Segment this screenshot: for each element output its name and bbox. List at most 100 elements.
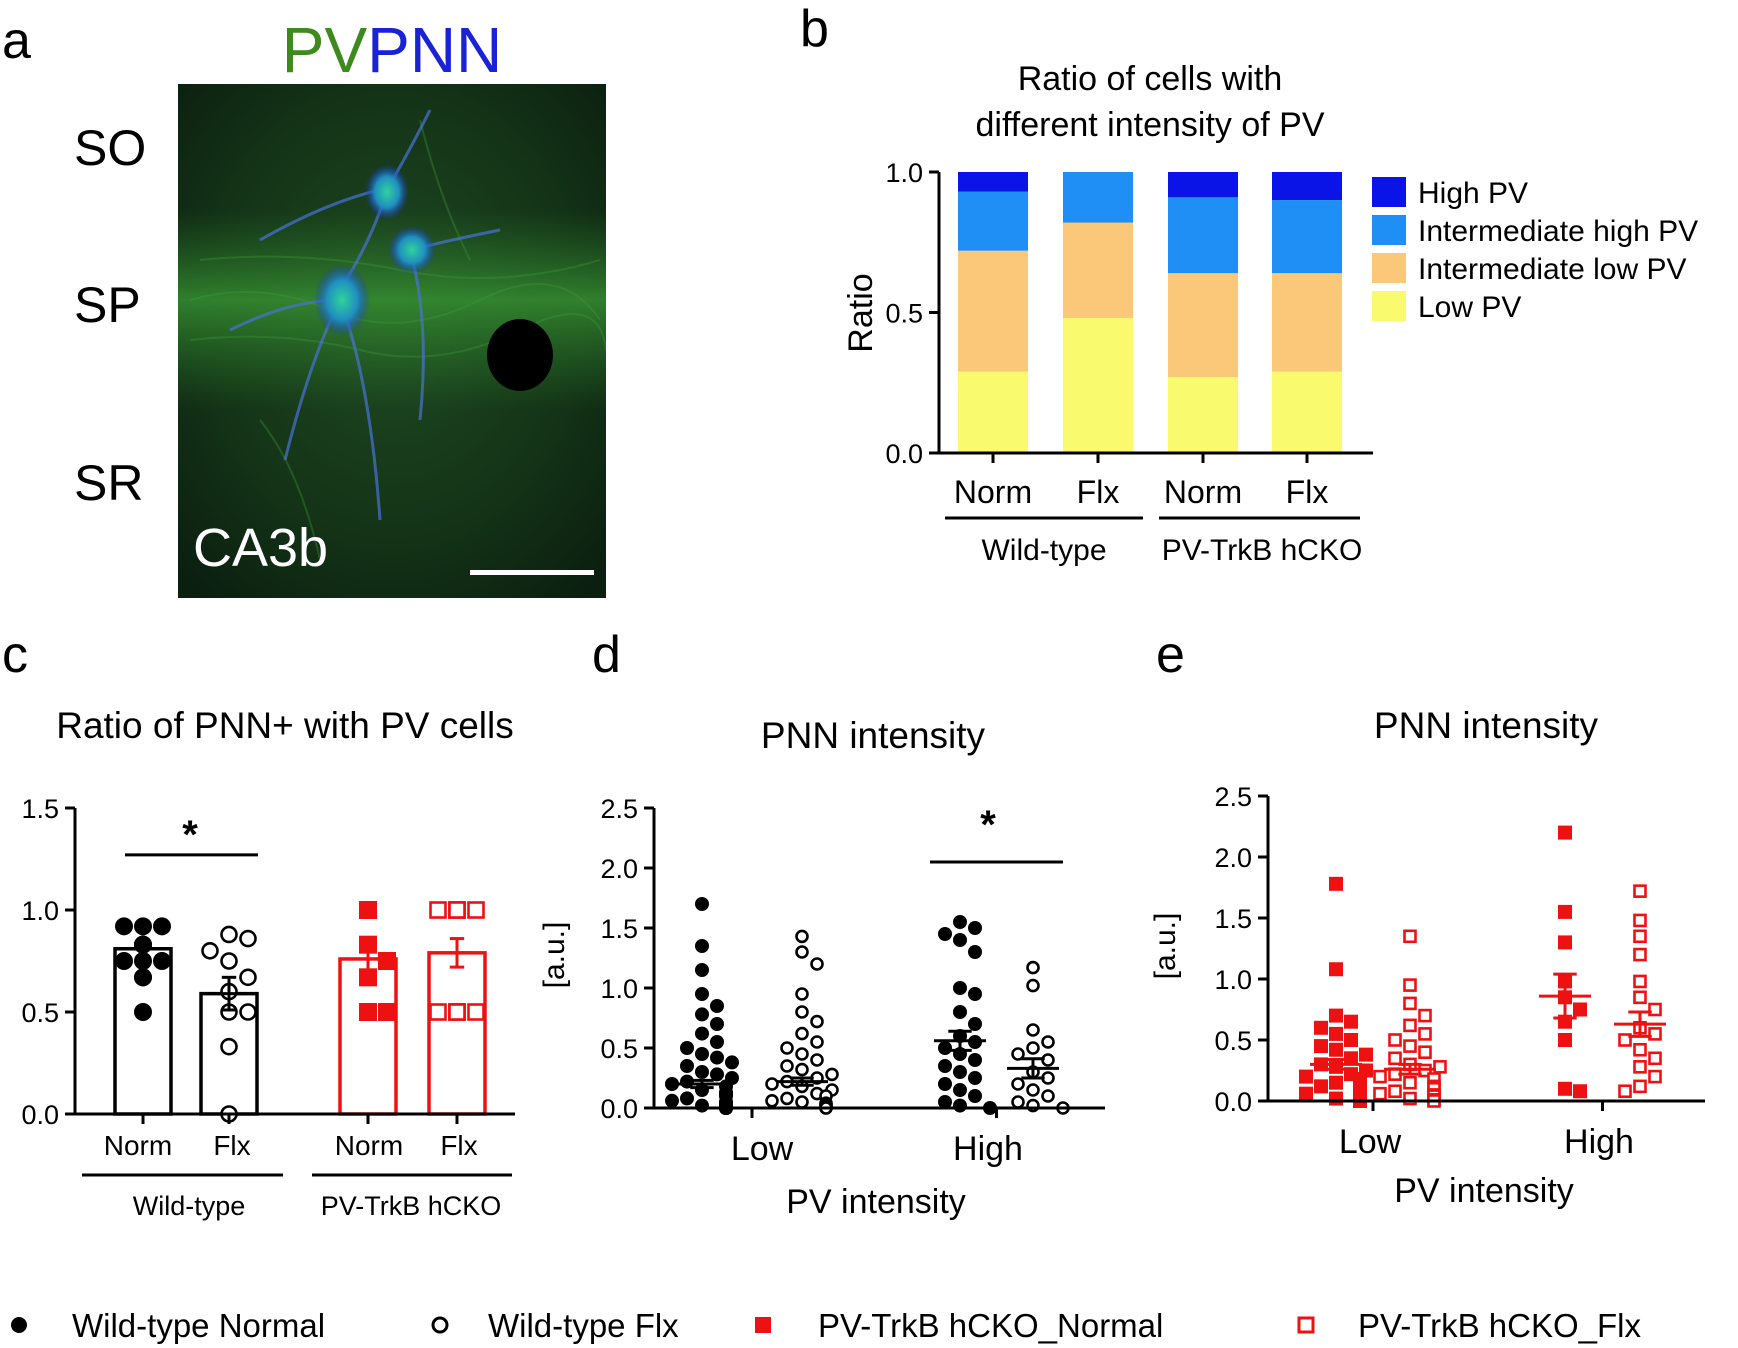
chart-e-plot-point-3-4: [1633, 974, 1647, 989]
chart-d-cat-high: High: [953, 1130, 1023, 1168]
chart-d-plot-point-3-9: [1011, 1077, 1025, 1091]
chart-d-plot-point-2-2: [938, 927, 952, 941]
chart-d-plot-point-1-23: [795, 1095, 809, 1109]
chart-e-plot-point-3-10: [1633, 1042, 1647, 1057]
chart-e-plot-point-0-6: [1344, 1033, 1358, 1047]
chart-e-plot-point-0-5: [1329, 1026, 1343, 1041]
chart-e-plot-point-0-9: [1359, 1047, 1373, 1062]
chart-d-plot-point-0-24: [680, 1091, 694, 1106]
layer-label-sr: SR: [74, 455, 143, 511]
chart-d-plot-point-0-13: [680, 1059, 694, 1073]
chart-d-plot-point-0-10: [695, 1047, 709, 1061]
chart-d-plot-point-2-16: [968, 1071, 982, 1085]
chart-e-plot-point-2-8: [1558, 1081, 1572, 1096]
legend-marker-wt-normal: [11, 1317, 27, 1333]
chart-d-plot-point-0-0: [695, 897, 709, 911]
chart-d-ylabel: [a.u.]: [538, 922, 571, 989]
chart-c-group-wt: Wild-type: [133, 1191, 246, 1221]
chart-e-plot-point-3-0: [1633, 884, 1647, 898]
legend-marker-wt-flx: [431, 1316, 449, 1334]
layer-label-sp: SP: [74, 277, 141, 333]
chart-d-plot-point-0-11: [710, 1050, 724, 1065]
title-pv: PV: [282, 14, 368, 86]
chart-c-point-2-0: [359, 901, 377, 919]
chart-d-plot-ytick-label: 1.5: [600, 914, 638, 944]
chart-e-plot-point-1-8: [1418, 1045, 1432, 1059]
chart-c-point-1-0: [220, 925, 238, 944]
panel-a: a PVPNN SO SP SR: [2, 12, 606, 598]
chart-b-bar-intermediate-low-pv-3: [1272, 273, 1342, 372]
chart-e-plot-point-3-5: [1633, 990, 1647, 1005]
chart-c-point-1-7: [239, 1003, 257, 1021]
chart-d-plot-point-2-15: [953, 1065, 967, 1079]
chart-d-plot-point-3-2: [1026, 1023, 1040, 1037]
legend-label-int-low: Intermediate low PV: [1418, 253, 1686, 286]
chart-d-plot-point-3-3: [1041, 1035, 1055, 1049]
chart-d-plot-point-2-18: [953, 1083, 967, 1097]
chart-d-plot-point-2-11: [938, 1041, 952, 1055]
chart-b-cat-2: Norm: [1164, 474, 1242, 510]
chart-e-plot-point-1-5: [1418, 1027, 1432, 1041]
chart-e-plot-point-1-16: [1403, 1075, 1417, 1090]
chart-d-plot-ytick-label: 0.0: [600, 1094, 638, 1124]
chart-d-plot-point-3-1: [1026, 978, 1040, 993]
chart-d-plot-point-1-8: [780, 1041, 794, 1055]
chart-e-plot-point-1-14: [1373, 1069, 1387, 1084]
chart-d-plot-point-0-15: [710, 1067, 724, 1082]
chart-c-bar-3: [427, 951, 487, 1116]
legend-bottom-wt-flx: Wild-type Flx: [488, 1307, 679, 1344]
chart-c-point-3-4: [448, 901, 466, 919]
chart-b-bar-intermediate-high-pv-1: [1063, 172, 1133, 223]
chart-e-plot-point-3-8: [1648, 1027, 1662, 1041]
chart-d-plot-point-0-9: [680, 1041, 694, 1055]
chart-e-plot-point-1-6: [1388, 1033, 1402, 1047]
region-label: CA3b: [193, 518, 328, 578]
legend-bottom-cko-flx: PV-TrkB hCKO_Flx: [1358, 1307, 1641, 1344]
chart-b-bar-low-pv-1: [1063, 318, 1133, 453]
chart-e-plot-ytick-label: 2.5: [1214, 782, 1252, 812]
chart-c-point-3-6: [467, 1003, 485, 1021]
chart-e-cat-high: High: [1564, 1123, 1634, 1161]
chart-e-plot-point-0-2: [1329, 1008, 1343, 1023]
chart-d-plot-point-1-3: [795, 987, 809, 1001]
chart-d-plot-point-1-11: [780, 1059, 794, 1073]
chart-e-plot-point-3-9: [1618, 1033, 1632, 1047]
chart-b-title-line2: different intensity of PV: [975, 106, 1324, 144]
chart-e-plot-point-0-15: [1299, 1069, 1313, 1084]
chart-b-ylabel: Ratio: [842, 273, 880, 352]
chart-e-plot-point-0-25: [1329, 1091, 1343, 1106]
chart-e-plot-ytick-label: 1.5: [1214, 904, 1252, 934]
legend-marker-cko-flx: [1297, 1316, 1315, 1334]
chart-d-plot-ytick-label: 1.0: [600, 974, 638, 1004]
chart-c-point-2-2: [378, 952, 396, 970]
legend-label-high: High PV: [1418, 177, 1528, 210]
chart-e-plot-point-0-17: [1329, 1075, 1343, 1090]
title-pv-pnn: PVPNN: [282, 14, 503, 86]
chart-d-plot-point-1-7: [810, 1035, 824, 1049]
chart-c-point-2-4: [359, 1003, 377, 1021]
chart-e-plot-point-2-0: [1558, 825, 1572, 840]
chart-c-point-1-4: [239, 968, 257, 987]
legend-label-int-high: Intermediate high PV: [1418, 215, 1698, 248]
chart-c-point-0-11: [134, 968, 152, 987]
chart-c-cat-0: Norm: [104, 1130, 172, 1161]
chart-c-point-0-8: [115, 952, 133, 970]
chart-c-cat-2: Norm: [335, 1130, 403, 1161]
chart-d-plot-point-0-7: [695, 1026, 709, 1041]
chart-d-plot-point-0-29: [695, 1098, 709, 1113]
panel-label-e: e: [1156, 626, 1185, 684]
chart-e-plot-point-2-7: [1558, 1033, 1572, 1047]
chart-d-plot-point-1-6: [795, 1026, 809, 1041]
chart-d-plot-point-2-8: [968, 1017, 982, 1031]
chart-e-plot-ytick-label: 0.5: [1214, 1026, 1252, 1056]
chart-d-plot-point-1-9: [795, 1047, 809, 1061]
chart-d-plot-point-2-20: [938, 1095, 952, 1109]
chart-e-plot-point-3-1: [1633, 913, 1647, 928]
panel-label-b: b: [800, 0, 829, 58]
chart-e-plot-point-0-0: [1329, 876, 1343, 891]
chart-d-plot-point-3-5: [1011, 1047, 1025, 1061]
chart-d-plot-point-0-25: [665, 1093, 679, 1108]
chart-d-plot-point-3-12: [1011, 1095, 1025, 1109]
chart-c-point-1-8: [220, 1037, 238, 1056]
panel-label-c: c: [2, 626, 28, 684]
